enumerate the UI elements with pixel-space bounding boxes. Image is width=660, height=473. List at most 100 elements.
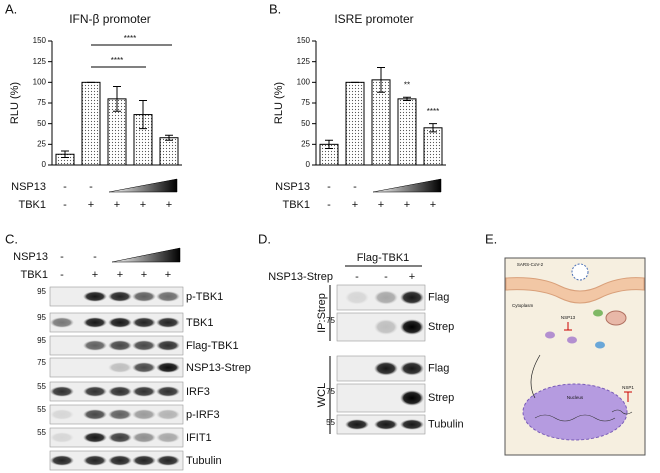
- blot-band: [132, 432, 156, 443]
- treatment-mark: +: [352, 199, 358, 211]
- mitochondrion: [605, 310, 627, 326]
- blot-band: [108, 455, 132, 466]
- treatment-name: NSP13: [275, 181, 310, 193]
- error-bar: [403, 96, 411, 102]
- blot-band: [400, 319, 424, 335]
- y-tick-label: 50: [301, 119, 310, 128]
- virus-label: SARS-CoV-2: [517, 262, 544, 267]
- blot-label: IFIT1: [186, 432, 212, 444]
- blot-band: [345, 290, 369, 305]
- treatment-mark: +: [92, 269, 98, 281]
- blot-band: [132, 340, 156, 351]
- error-bar: [113, 85, 121, 112]
- bar: [345, 81, 365, 166]
- blot-band: [374, 290, 398, 305]
- error-bar: [139, 100, 147, 130]
- treatment-mark: -: [93, 251, 97, 263]
- y-tick-label: 75: [301, 98, 310, 107]
- inhibitor2-label: NSP1: [622, 385, 634, 390]
- significance-label: ****: [427, 107, 439, 116]
- treatment-mark: +: [378, 199, 384, 211]
- panel-label: A.: [5, 1, 17, 16]
- blot-band: [83, 432, 107, 443]
- y-tick-label: 0: [306, 160, 311, 169]
- group-label: WCL: [316, 383, 328, 407]
- dose-wedge: [108, 178, 178, 193]
- mw-marker: 95: [37, 336, 46, 345]
- blot-band: [132, 455, 156, 466]
- treatment-name: NSP13: [13, 251, 48, 263]
- panel-label: C.: [5, 231, 18, 246]
- y-tick-label: 125: [33, 57, 47, 66]
- blot-label: Strep: [428, 392, 454, 404]
- bar: [159, 137, 179, 166]
- significance-label: ****: [124, 34, 136, 43]
- treatment-mark: +: [404, 199, 410, 211]
- blot-band: [156, 455, 180, 466]
- bar: [397, 98, 417, 166]
- blot-band: [108, 386, 132, 397]
- blot-band: [83, 317, 107, 328]
- mrna: [611, 409, 633, 415]
- dna: [534, 414, 616, 422]
- blot-band: [400, 419, 424, 430]
- mw-marker: 95: [37, 287, 46, 296]
- chart-title: ISRE promoter: [334, 12, 413, 26]
- blot-label: IRF3: [186, 386, 210, 398]
- mw-marker: 55: [37, 405, 46, 414]
- blot-band: [400, 361, 424, 376]
- y-tick-label: 125: [297, 57, 311, 66]
- mw-marker: 55: [37, 428, 46, 437]
- cytoplasm-label: Cytoplasm: [512, 303, 534, 308]
- blot-label: p-TBK1: [186, 291, 223, 303]
- bar: [81, 81, 101, 166]
- blot-band: [50, 455, 74, 466]
- treatment-mark: +: [409, 271, 415, 283]
- dose-wedge: [111, 247, 181, 263]
- blot-band: [400, 390, 424, 406]
- inhibit-mark: [564, 322, 572, 331]
- signal-node: [567, 336, 577, 344]
- blot-band: [108, 409, 132, 420]
- blot-label: Tubulin: [428, 418, 464, 430]
- blot-band: [132, 317, 156, 328]
- significance-label: **: [404, 80, 410, 89]
- mw-marker: 55: [37, 382, 46, 391]
- y-axis-label: RLU (%): [273, 82, 285, 124]
- treatment-mark: +: [140, 199, 146, 211]
- treatment-mark: +: [166, 199, 172, 211]
- group-label: IP:Strep: [316, 293, 328, 333]
- mw-marker: 75: [37, 358, 46, 367]
- y-tick-label: 150: [33, 36, 47, 45]
- treatment-name: NSP13-Strep: [268, 271, 333, 283]
- blot-header: Flag-TBK1: [357, 252, 410, 264]
- treatment-mark: -: [60, 251, 64, 263]
- blot-band: [156, 362, 180, 373]
- blot-band: [108, 291, 132, 302]
- y-tick-label: 75: [37, 98, 46, 107]
- blot-label: NSP13-Strep: [186, 362, 251, 374]
- treatment-name: TBK1: [18, 199, 46, 211]
- treatment-name: TBK1: [282, 199, 310, 211]
- chart-title: IFN-β promoter: [69, 12, 151, 26]
- blot-band: [83, 455, 107, 466]
- y-tick-label: 25: [37, 139, 46, 148]
- blot-band: [156, 409, 180, 420]
- blot-band: [400, 290, 424, 305]
- blot-label: Strep: [428, 321, 454, 333]
- y-tick-label: 50: [37, 119, 46, 128]
- treatment-mark: +: [430, 199, 436, 211]
- blot-label: Flag-TBK1: [186, 340, 239, 352]
- y-axis-label: RLU (%): [9, 82, 21, 124]
- blot-band: [374, 319, 398, 335]
- treatment-mark: -: [355, 271, 359, 283]
- blot-band: [83, 386, 107, 397]
- blot-band: [156, 386, 180, 397]
- blot-band: [83, 340, 107, 351]
- y-tick-label: 100: [33, 77, 47, 86]
- blot-band: [345, 419, 369, 430]
- virus: [571, 263, 589, 281]
- mw-marker: 75: [326, 387, 335, 396]
- mw-marker: 95: [37, 313, 46, 322]
